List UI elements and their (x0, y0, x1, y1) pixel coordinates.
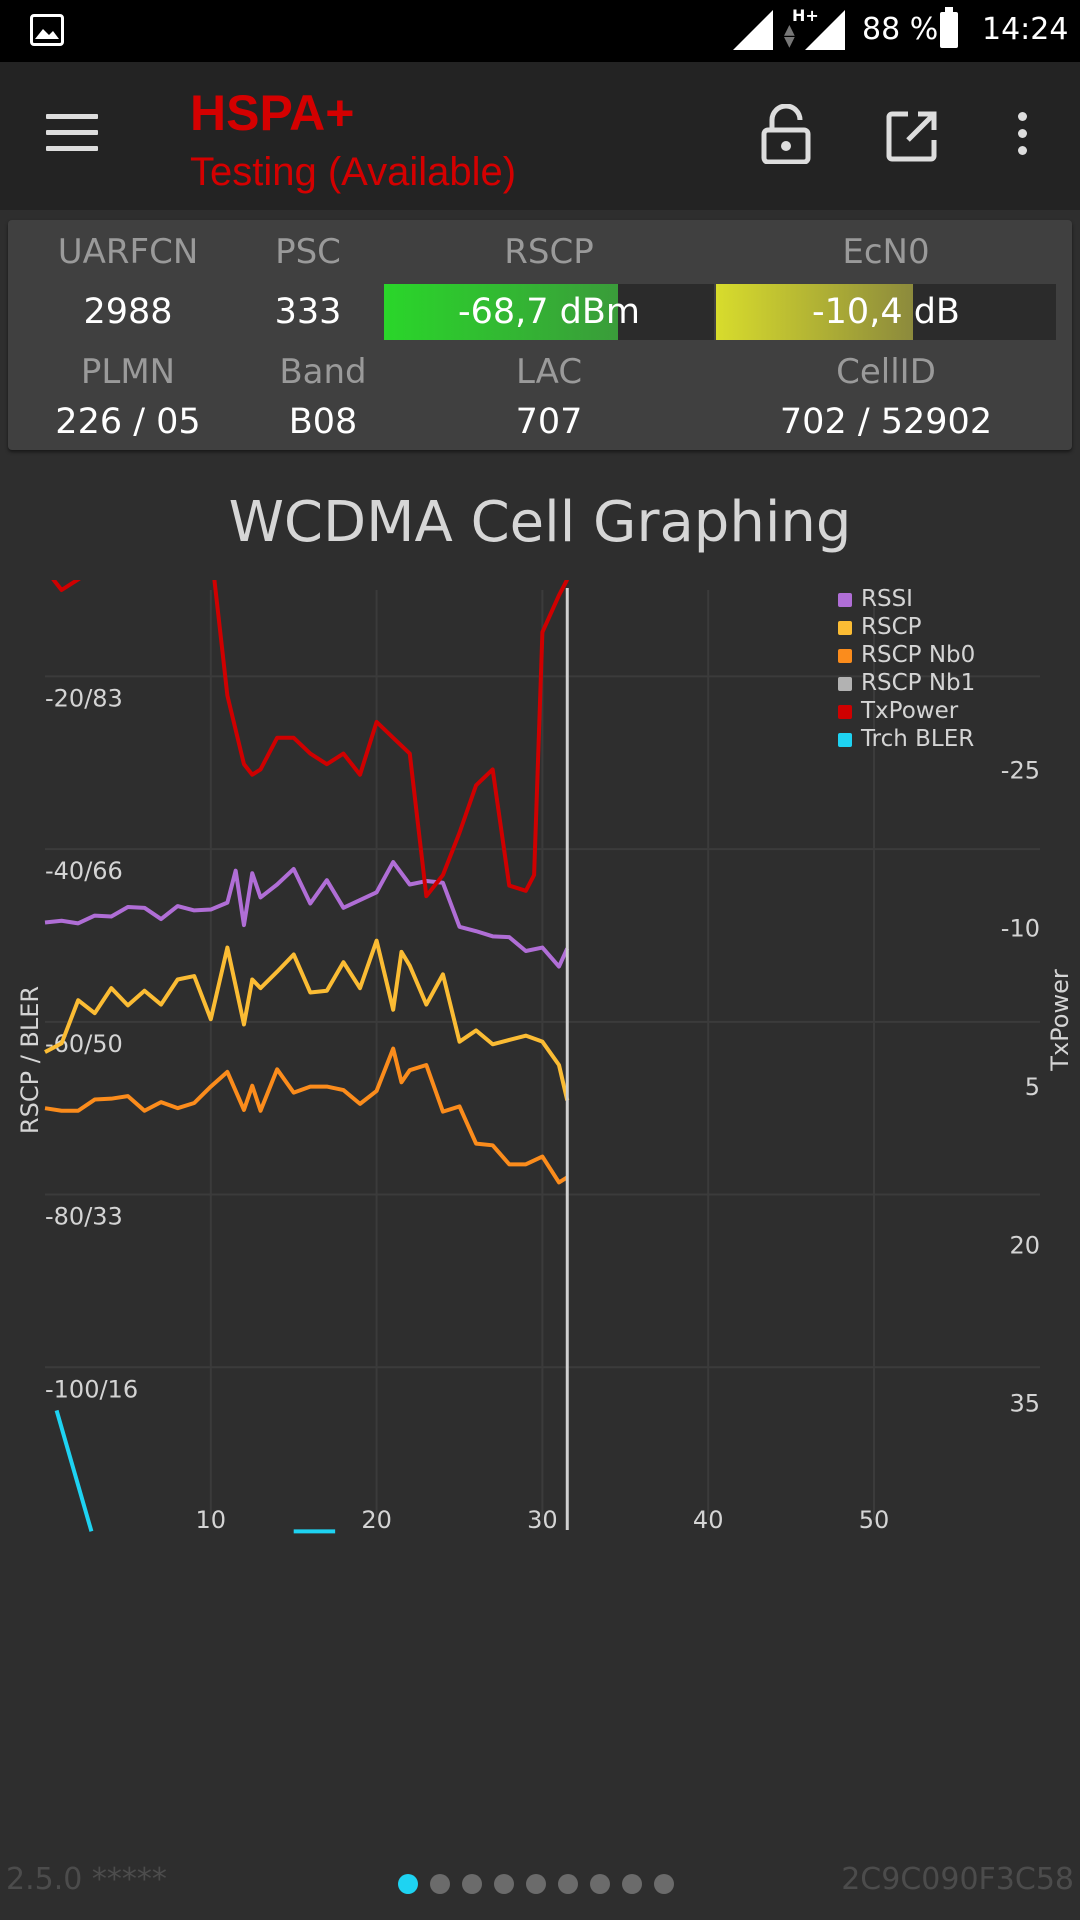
y2-tick-label: 35 (1009, 1390, 1040, 1418)
clock: 14:24 (982, 12, 1069, 47)
series-line-trch-bler (54, 1409, 94, 1532)
page-dot[interactable] (526, 1874, 546, 1894)
legend-label: RSSI (861, 586, 913, 612)
page-dot[interactable] (654, 1874, 674, 1894)
page-dot[interactable] (590, 1874, 610, 1894)
battery-icon (940, 7, 958, 48)
network-type: H+ (792, 6, 819, 25)
series-line-txpower (51, 580, 570, 899)
chart-title: WCDMA Cell Graphing (228, 490, 852, 555)
y-tick-label: -40/66 (45, 857, 123, 885)
cell-info-card: UARFCN PSC RSCP EcN0 2988 333 -68,7 dBm … (8, 220, 1072, 450)
ecn0-value: -10,4 dB (812, 292, 960, 332)
lac-label: LAC (515, 352, 583, 392)
status-bar: H+ ▲ ▼ 88 % 14:24 (0, 0, 1080, 62)
rscp-label: RSCP (504, 232, 594, 272)
page-dot[interactable] (430, 1874, 450, 1894)
legend-label: RSCP Nb0 (861, 642, 975, 668)
plmn-label: PLMN (80, 352, 176, 392)
y2-tick-label: -10 (1001, 915, 1040, 943)
signal-icon (805, 10, 845, 50)
rscp-value: -68,7 dBm (457, 292, 640, 332)
legend-label: RSCP Nb1 (861, 670, 975, 696)
page-dot[interactable] (494, 1874, 514, 1894)
y2-tick-label: 5 (1025, 1073, 1040, 1101)
uarfcn-label: UARFCN (57, 232, 199, 272)
series-line-rscp (44, 938, 570, 1101)
menu-icon[interactable] (46, 114, 98, 154)
legend-label: RSCP (861, 614, 922, 640)
y-axis-label: RSCP / BLER (16, 986, 44, 1134)
y2-tick-label: 20 (1009, 1231, 1040, 1259)
band-value: B08 (288, 402, 358, 442)
app-version: 2.5.0 ***** (6, 1862, 167, 1897)
legend-swatch (838, 649, 852, 663)
lac-value: 707 (515, 402, 583, 442)
open-external-icon[interactable] (886, 110, 938, 162)
psc-label: PSC (275, 232, 341, 272)
band-label: Band (279, 352, 367, 392)
y-tick-label: -100/16 (45, 1375, 138, 1403)
legend-swatch (838, 593, 852, 607)
rscp-meter-fill (384, 284, 619, 340)
legend-swatch (838, 677, 852, 691)
battery-percent: 88 % (862, 12, 939, 47)
x-tick-label: 40 (693, 1506, 724, 1534)
series-line-rssi (44, 860, 570, 969)
plmn-value: 226 / 05 (55, 402, 201, 442)
device-id: 2C9C090F3C58 (841, 1862, 1074, 1897)
legend-swatch (838, 621, 852, 635)
data-arrows-icon: ▲ ▼ (784, 22, 795, 50)
page-dot[interactable] (558, 1874, 578, 1894)
cell-graph[interactable]: 10 20 30 40 50-20/83-40/66-60/50-80/33-100/1… (0, 580, 1080, 1560)
y-tick-label: -80/33 (45, 1203, 123, 1231)
gallery-icon (30, 14, 64, 46)
y-tick-label: -20/83 (45, 684, 123, 712)
ecn0-label: EcN0 (842, 232, 930, 272)
series-line-rscp-nb0 (44, 1046, 569, 1185)
page-dot[interactable] (622, 1874, 642, 1894)
signal-icon (733, 10, 773, 50)
x-tick-label: 20 (361, 1506, 392, 1534)
rscp-meter: -68,7 dBm (384, 284, 714, 340)
app-toolbar: HSPA+ Testing (Available) (0, 62, 1080, 210)
legend-swatch (838, 733, 852, 747)
status-subtitle: Testing (Available) (190, 150, 517, 194)
x-tick-label: 30 (527, 1506, 558, 1534)
more-vert-icon[interactable] (1010, 112, 1034, 160)
page-dot[interactable] (398, 1874, 418, 1894)
page-dot[interactable] (462, 1874, 482, 1894)
lock-icon[interactable] (760, 104, 812, 164)
uarfcn-value: 2988 (83, 292, 173, 332)
x-tick-label: 50 (859, 1506, 890, 1534)
legend-swatch (838, 705, 852, 719)
network-tech-title: HSPA+ (190, 85, 355, 141)
cellid-value: 702 / 52902 (779, 402, 993, 442)
ecn0-meter: -10,4 dB (716, 284, 1056, 340)
legend-label: Trch BLER (860, 726, 974, 752)
y2-tick-label: -25 (1001, 756, 1040, 784)
psc-value: 333 (274, 292, 342, 332)
page-indicator (398, 1874, 686, 1898)
cellid-label: CellID (836, 352, 936, 392)
ecn0-meter-fill (716, 284, 914, 340)
y2-axis-label: TxPower (1046, 969, 1074, 1072)
x-tick-label: 10 (196, 1506, 227, 1534)
legend-label: TxPower (860, 698, 959, 724)
